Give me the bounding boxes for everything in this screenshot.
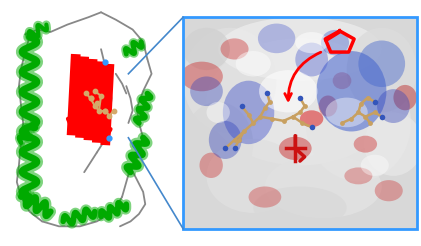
Ellipse shape (295, 43, 328, 77)
Point (231, 138, 238, 142)
Point (238, 104, 245, 108)
Point (338, 121, 345, 125)
Ellipse shape (354, 136, 377, 153)
Point (87, 96, 94, 100)
Point (83, 92, 90, 95)
Point (371, 100, 378, 104)
Ellipse shape (295, 32, 328, 53)
Ellipse shape (344, 168, 373, 184)
Ellipse shape (326, 98, 368, 127)
Point (93, 101, 100, 105)
Point (364, 96, 371, 100)
Point (301, 104, 308, 108)
Ellipse shape (300, 110, 323, 127)
Point (236, 138, 242, 142)
FancyArrowPatch shape (285, 52, 321, 100)
Ellipse shape (181, 62, 223, 91)
Point (296, 96, 303, 100)
Ellipse shape (206, 139, 300, 213)
Ellipse shape (248, 186, 281, 208)
Point (250, 121, 257, 125)
Point (102, 109, 109, 113)
Ellipse shape (200, 153, 223, 178)
Point (106, 136, 113, 140)
Ellipse shape (265, 155, 382, 218)
Point (87, 96, 94, 100)
Point (362, 115, 369, 119)
Ellipse shape (206, 102, 230, 123)
Point (290, 115, 296, 119)
Ellipse shape (377, 89, 410, 123)
Point (367, 121, 373, 125)
Point (240, 129, 247, 133)
Point (110, 109, 117, 113)
Ellipse shape (347, 28, 417, 112)
Point (355, 110, 362, 114)
Ellipse shape (223, 81, 274, 144)
Point (371, 100, 378, 104)
Ellipse shape (364, 112, 421, 176)
Ellipse shape (258, 24, 295, 53)
Point (91, 89, 98, 93)
Point (98, 94, 104, 98)
Ellipse shape (375, 180, 403, 201)
Point (296, 96, 303, 100)
Point (266, 100, 273, 104)
Point (308, 125, 315, 129)
Point (257, 115, 264, 119)
Ellipse shape (319, 95, 337, 117)
Point (261, 106, 268, 110)
Ellipse shape (321, 30, 349, 55)
Ellipse shape (259, 70, 317, 112)
Ellipse shape (183, 28, 230, 70)
Point (106, 114, 113, 118)
Point (357, 102, 364, 106)
Ellipse shape (316, 51, 386, 131)
Ellipse shape (358, 41, 405, 87)
Ellipse shape (183, 28, 277, 134)
Ellipse shape (306, 65, 411, 181)
Ellipse shape (190, 77, 223, 106)
Point (269, 117, 275, 121)
Ellipse shape (253, 186, 347, 229)
Point (378, 115, 385, 119)
Ellipse shape (279, 137, 312, 160)
Point (378, 115, 385, 119)
Ellipse shape (183, 102, 253, 186)
Ellipse shape (206, 38, 394, 165)
Point (102, 109, 109, 113)
Point (296, 110, 303, 114)
Point (222, 146, 229, 150)
Point (348, 117, 355, 121)
Point (371, 110, 378, 114)
Ellipse shape (236, 51, 271, 77)
Point (264, 92, 271, 95)
Ellipse shape (218, 17, 382, 81)
Point (102, 60, 109, 63)
Ellipse shape (394, 85, 417, 110)
Ellipse shape (209, 121, 242, 159)
Ellipse shape (333, 72, 352, 89)
Point (299, 121, 306, 125)
Point (222, 146, 229, 150)
Point (231, 146, 238, 150)
Ellipse shape (221, 38, 248, 60)
Ellipse shape (361, 155, 389, 176)
Point (96, 109, 102, 113)
Point (308, 125, 315, 129)
Point (91, 104, 98, 108)
Point (280, 119, 287, 123)
Point (264, 92, 271, 95)
Point (245, 113, 252, 117)
